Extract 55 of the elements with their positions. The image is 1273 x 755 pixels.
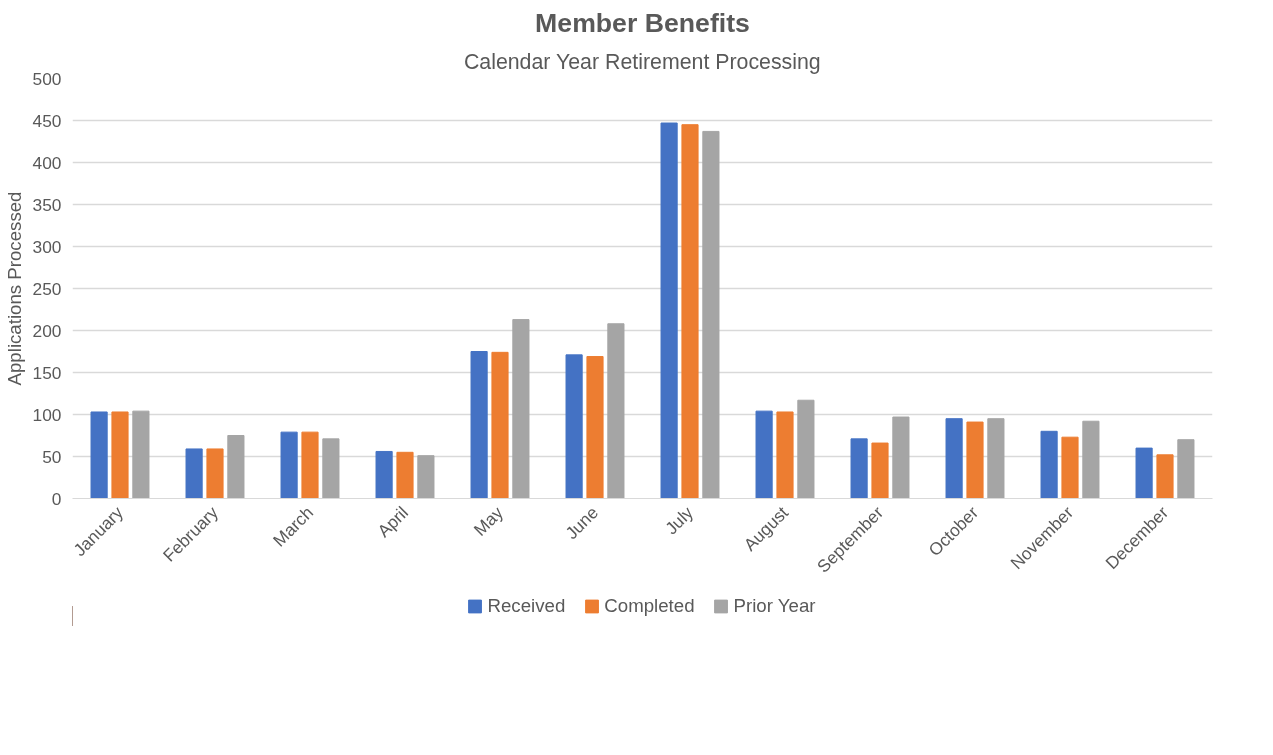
y-tick-label: 500 [32,68,62,89]
legend-label: Received [487,595,566,617]
y-tick-label: 50 [42,446,62,467]
y-tick-label: 400 [32,152,62,173]
bar [301,431,319,499]
bar [945,418,963,499]
bar [681,124,699,499]
bar [491,351,509,499]
bar [375,450,393,499]
bar [702,130,720,499]
legend-label: Completed [604,595,695,617]
bar [206,448,224,499]
bar [417,455,435,499]
bar [1135,447,1153,499]
bar [797,399,815,499]
bar [607,323,625,499]
chart-subtitle: Calendar Year Retirement Processing [463,49,821,74]
bar [966,421,984,499]
y-axis-title: Applications Processed [3,191,25,386]
bar [565,354,583,499]
bar [586,356,604,499]
legend-label: Prior Year [733,595,816,617]
bar [512,319,530,499]
x-tick-label: May [469,502,508,540]
bar [396,451,414,499]
bar [1177,439,1195,499]
bar [1156,454,1174,499]
y-tick-label: 450 [32,110,62,131]
y-tick-label: 350 [32,194,62,215]
bar [1040,430,1058,499]
bar [660,122,678,499]
bar [850,438,868,499]
bar [871,442,889,499]
bar [280,431,298,499]
y-tick-label: 300 [32,236,62,257]
bar [470,351,488,499]
bar [892,416,910,499]
y-tick-label: 250 [32,278,62,299]
chart-title: Member Benefits [535,7,750,38]
bar [111,411,129,499]
bar [755,410,773,499]
bar [322,438,340,499]
bar [90,411,108,499]
bar [132,410,150,499]
x-tick-label: July [661,502,698,539]
y-tick-label: 100 [32,404,62,425]
bar [1082,420,1100,499]
y-tick-label: 200 [32,320,62,341]
bar [1061,436,1079,499]
bar [185,448,203,499]
bar [227,435,245,499]
bar [987,418,1005,499]
y-tick-label: 0 [51,488,62,509]
y-tick-label: 150 [32,362,62,383]
bar [776,411,794,499]
